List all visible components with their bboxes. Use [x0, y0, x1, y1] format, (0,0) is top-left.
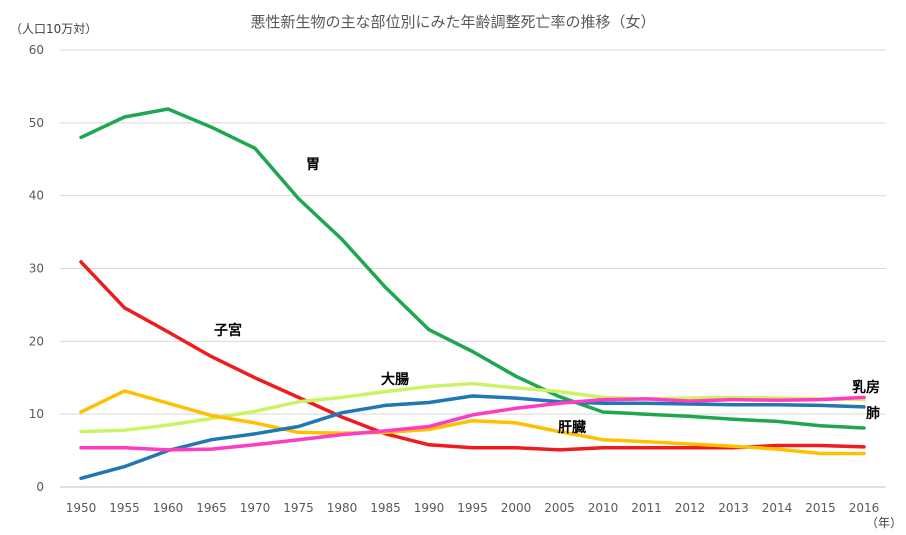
- y-tick-label: 40: [29, 189, 44, 203]
- x-tick-label: 2016: [849, 501, 880, 515]
- chart-title: 悪性新生物の主な部位別にみた年齢調整死亡率の推移（女）: [250, 13, 655, 31]
- series-line-lung: [79, 394, 866, 481]
- y-tick-label: 20: [29, 334, 44, 348]
- y-axis-ticks: 0 10 20 30 40 50 60: [29, 43, 44, 494]
- x-tick-label: 2000: [501, 501, 532, 515]
- x-tick-label: 1965: [196, 501, 227, 515]
- y-tick-label: 30: [29, 262, 44, 276]
- y-tick-label: 0: [36, 480, 44, 494]
- y-tick-label: 50: [29, 116, 44, 130]
- x-tick-label: 1950: [66, 501, 97, 515]
- x-tick-label: 1970: [240, 501, 271, 515]
- x-tick-label: 1955: [109, 501, 140, 515]
- x-tick-label: 1980: [327, 501, 358, 515]
- series-line-liver: [79, 389, 866, 456]
- series-line-stomach: [79, 107, 866, 430]
- series-label-colon: 大腸: [381, 371, 409, 388]
- x-tick-label: 1995: [457, 501, 488, 515]
- series-line-breast: [79, 395, 866, 452]
- series-label-liver: 肝臓: [558, 419, 586, 436]
- x-tick-label: 2012: [675, 501, 706, 515]
- series-label-uterus: 子宮: [214, 322, 242, 339]
- x-tick-label: 1975: [283, 501, 314, 515]
- series-label-lung: 肺: [866, 406, 880, 422]
- y-tick-label: 60: [29, 43, 44, 57]
- y-tick-label: 10: [29, 407, 44, 421]
- series-label-breast: 乳房: [852, 379, 880, 396]
- x-tick-label: 2011: [631, 501, 662, 515]
- x-axis-unit-label: （年）: [866, 516, 902, 530]
- series-label-stomach: 胃: [306, 157, 320, 173]
- x-tick-label: 2010: [588, 501, 619, 515]
- x-tick-label: 1960: [153, 501, 184, 515]
- series-line-colon: [79, 381, 866, 434]
- x-tick-label: 1990: [414, 501, 445, 515]
- series-lines: [79, 107, 866, 481]
- x-tick-label: 2013: [718, 501, 749, 515]
- x-axis-ticks: 1950 1955 1960 1965 1970 1975 1980 1985 1990 1995…: [66, 501, 880, 515]
- x-tick-label: 2014: [762, 501, 793, 515]
- x-tick-label: 2005: [544, 501, 575, 515]
- x-tick-label: 1985: [370, 501, 401, 515]
- x-tick-label: 2015: [805, 501, 836, 515]
- y-axis-unit-label: （人口10万対）: [10, 22, 97, 36]
